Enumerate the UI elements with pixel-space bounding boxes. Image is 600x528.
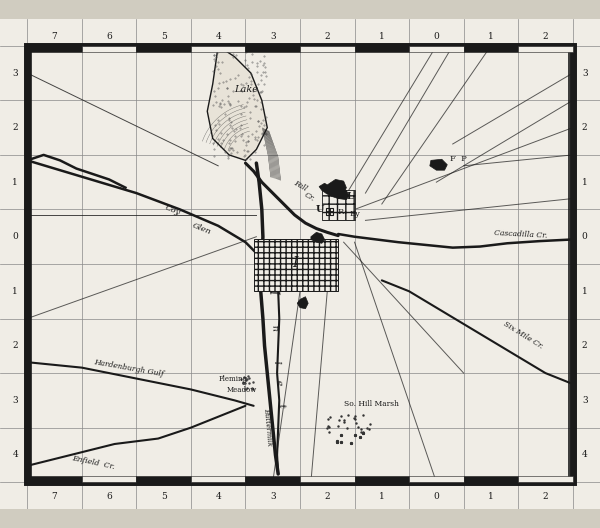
Polygon shape	[207, 46, 267, 161]
Text: 7: 7	[52, 32, 58, 42]
Text: 5: 5	[161, 492, 167, 501]
Text: 5: 5	[161, 32, 167, 42]
Text: 1: 1	[379, 32, 385, 42]
Text: 2: 2	[582, 123, 587, 132]
Text: 4: 4	[215, 492, 221, 501]
Text: Cascadilla Cr.: Cascadilla Cr.	[494, 229, 547, 240]
Text: 0: 0	[433, 492, 439, 501]
Bar	[409, 476, 464, 482]
Text: F  P: F P	[450, 155, 467, 164]
Bar	[82, 46, 136, 52]
Bar	[245, 46, 300, 52]
Text: Cr.: Cr.	[303, 191, 316, 203]
Text: 1: 1	[13, 287, 18, 296]
Bar	[464, 476, 518, 482]
Polygon shape	[319, 180, 346, 196]
Text: 1: 1	[488, 492, 494, 501]
Text: Fleming: Fleming	[218, 375, 247, 383]
Bar	[27, 46, 573, 482]
Text: 3: 3	[13, 396, 18, 405]
Text: R: R	[337, 208, 343, 216]
Bar	[518, 476, 573, 482]
Text: 6: 6	[106, 32, 112, 42]
Text: I: I	[292, 256, 297, 270]
Bar	[31, 50, 569, 478]
Text: 1: 1	[13, 178, 18, 187]
Bar	[27, 476, 82, 482]
Bar	[355, 46, 409, 52]
Bar	[136, 46, 191, 52]
Bar	[27, 46, 82, 52]
Text: 0: 0	[582, 232, 587, 241]
Text: 3: 3	[270, 32, 275, 42]
Polygon shape	[297, 297, 308, 309]
Text: l: l	[272, 360, 281, 364]
Text: Enfield  Cr.: Enfield Cr.	[71, 454, 115, 470]
Text: Coy: Coy	[164, 203, 182, 217]
Bar	[82, 476, 136, 482]
Text: t: t	[276, 403, 286, 408]
Bar	[518, 46, 573, 52]
Polygon shape	[311, 232, 325, 243]
Bar	[191, 46, 245, 52]
Text: Glen: Glen	[191, 221, 212, 236]
Text: 1: 1	[582, 178, 587, 187]
Text: 0: 0	[433, 32, 439, 42]
Text: 7: 7	[52, 492, 58, 501]
Polygon shape	[330, 188, 349, 200]
Bar	[409, 46, 464, 52]
Text: I: I	[266, 288, 280, 294]
Text: 2: 2	[325, 492, 330, 501]
Text: 2: 2	[542, 32, 548, 42]
Text: 4: 4	[215, 32, 221, 42]
Text: Hardenburgh Gulf: Hardenburgh Gulf	[93, 357, 164, 378]
Text: 1: 1	[488, 32, 494, 42]
Text: Lake: Lake	[235, 85, 259, 94]
Text: 4: 4	[582, 450, 587, 459]
Bar	[464, 46, 518, 52]
Polygon shape	[430, 159, 447, 170]
Bar	[300, 476, 355, 482]
Text: 2: 2	[13, 341, 18, 350]
Text: n: n	[269, 324, 279, 332]
Text: 2: 2	[582, 341, 587, 350]
Bar	[300, 46, 355, 52]
Polygon shape	[254, 240, 338, 291]
Text: So. Hill Marsh: So. Hill Marsh	[344, 400, 398, 408]
Text: 3: 3	[270, 492, 275, 501]
Text: Six Mile Cr.: Six Mile Cr.	[502, 320, 544, 351]
Bar	[355, 476, 409, 482]
Bar	[326, 209, 333, 215]
Text: Buttermilk: Buttermilk	[262, 407, 273, 446]
Text: 3: 3	[582, 396, 587, 405]
Text: U: U	[315, 205, 324, 214]
Text: 0: 0	[13, 232, 18, 241]
Bar	[191, 476, 245, 482]
Bar	[136, 476, 191, 482]
Text: 4: 4	[13, 450, 18, 459]
Text: 2: 2	[542, 492, 548, 501]
Text: Ey: Ey	[349, 210, 360, 218]
Bar	[245, 476, 300, 482]
Text: Meadow: Meadow	[226, 386, 257, 394]
Text: e: e	[274, 380, 283, 386]
Text: 1: 1	[582, 287, 587, 296]
Text: 1: 1	[379, 492, 385, 501]
Text: 6: 6	[106, 492, 112, 501]
Text: Fall: Fall	[292, 178, 308, 192]
Text: 3: 3	[582, 69, 587, 78]
Polygon shape	[322, 191, 355, 220]
Text: 2: 2	[13, 123, 18, 132]
Text: 2: 2	[325, 32, 330, 42]
Text: U L: U L	[335, 192, 354, 201]
Text: 3: 3	[13, 69, 18, 78]
